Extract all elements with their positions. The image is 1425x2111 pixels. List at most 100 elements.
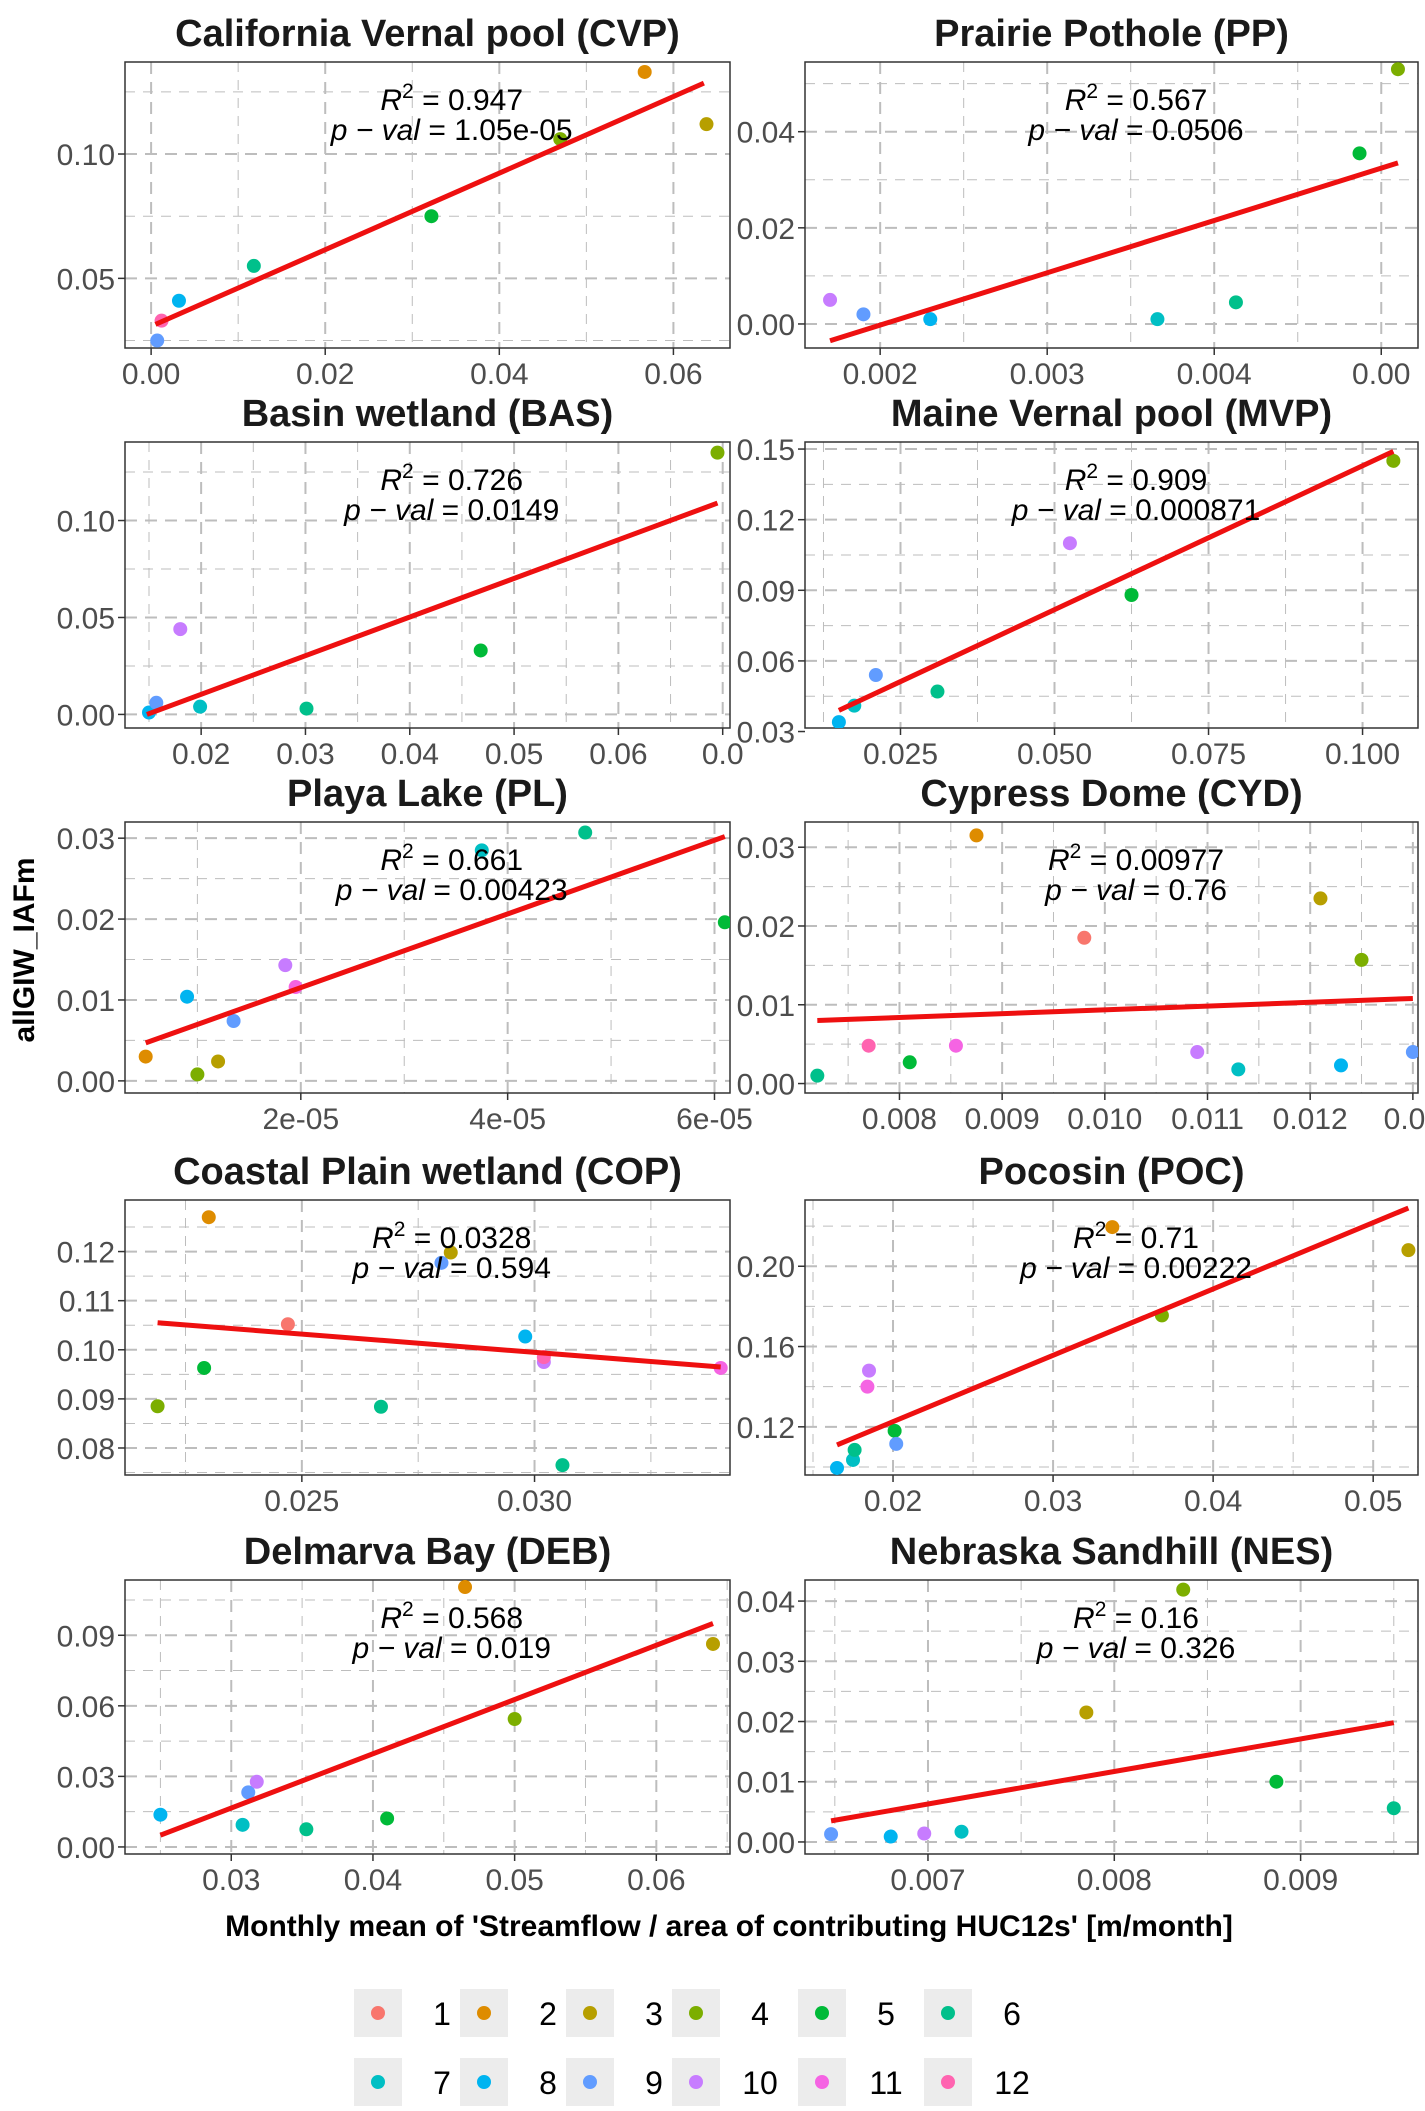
regression-line xyxy=(157,1320,721,1370)
y-tick-label: 0.12 xyxy=(57,1237,115,1270)
panel-3: Maine Vernal pool (MVP) 0.025 0.050 0.075 0.… xyxy=(737,393,1419,771)
y-axis-label: allGIW_IAFm xyxy=(8,857,41,1042)
data-point-month-7 xyxy=(235,1817,250,1832)
x-tick-label: 0.030 xyxy=(497,1485,572,1518)
panel-gridlines xyxy=(805,442,1418,728)
legend-item-11: 11 xyxy=(798,2058,903,2106)
data-point-month-3 xyxy=(1401,1243,1416,1258)
panel-title: Pocosin (POC) xyxy=(978,1151,1244,1193)
data-point-month-8 xyxy=(171,293,186,308)
legend-item-7: 7 xyxy=(354,2058,451,2106)
y-tick-label: 0.11 xyxy=(59,1286,115,1319)
data-point-month-8 xyxy=(153,1807,168,1822)
legend-item-4: 4 xyxy=(672,1989,769,2037)
panel-2: Basin wetland (BAS) 0.02 0.03 0.04 0.05 0.06 0… xyxy=(57,393,744,771)
data-point-month-6 xyxy=(246,258,261,273)
data-point-month-3 xyxy=(1079,1705,1094,1720)
data-point-month-9 xyxy=(241,1785,256,1800)
panel-7: Pocosin (POC) 0.02 0.03 0.04 0.05 0.12 0.16 0.2… xyxy=(737,1151,1419,1518)
panel-gridlines xyxy=(125,1580,730,1854)
panel-6: Coastal Plain wetland (COP) 0.025 0.030 0.0… xyxy=(57,1151,731,1518)
data-point-month-4 xyxy=(1354,952,1369,967)
data-point-month-6 xyxy=(555,1458,570,1473)
y-tick-label: 0.03 xyxy=(57,1761,115,1794)
data-point-month-7 xyxy=(474,843,489,858)
data-point-month-5 xyxy=(717,915,730,930)
panel-gridlines xyxy=(805,1200,1418,1475)
data-point-month-2 xyxy=(458,1580,473,1595)
panel-title: Playa Lake (PL) xyxy=(287,773,568,815)
y-tick-label: 0.00 xyxy=(737,1827,795,1860)
legend-item-3: 3 xyxy=(566,1989,663,2037)
x-tick-label: 0.050 xyxy=(1017,738,1092,771)
data-point-month-7 xyxy=(1231,1062,1246,1077)
legend-key-dot xyxy=(941,2006,955,2020)
data-point-month-7 xyxy=(193,699,208,714)
data-point-month-10 xyxy=(823,292,838,307)
panel-title: Maine Vernal pool (MVP) xyxy=(891,393,1332,435)
data-point-month-6 xyxy=(847,1442,862,1457)
data-point-month-9 xyxy=(150,333,165,348)
x-tick-label: 0.008 xyxy=(862,1103,937,1136)
data-point-month-2 xyxy=(637,64,652,79)
y-tick-label: 0.03 xyxy=(737,1646,795,1679)
x-tick-label: 0.03 xyxy=(1024,1485,1082,1518)
data-point-month-2 xyxy=(969,828,984,843)
p-value-annotation: p − val = 0.0506 xyxy=(1027,114,1243,147)
legend-item-6: 6 xyxy=(924,1989,1021,2037)
panel-background xyxy=(125,822,730,1093)
regression-line xyxy=(829,160,1399,344)
legend-label: 11 xyxy=(869,2065,902,2101)
legend-item-9: 9 xyxy=(566,2058,663,2106)
panel-border xyxy=(804,821,1419,1094)
p-value-annotation: p − val = 0.000871 xyxy=(1011,494,1261,527)
y-tick-label: 0.09 xyxy=(57,1620,115,1653)
data-point-month-1 xyxy=(280,1317,295,1332)
y-tick-label: 0.06 xyxy=(57,1691,115,1724)
panel-4: Playa Lake (PL) 2e-05 4e-05 6e-05 0.00 0.01 0.… xyxy=(57,773,753,1136)
x-tick-label: 0.002 xyxy=(843,358,918,391)
data-point-month-2 xyxy=(1105,1220,1120,1235)
x-tick-label: 0.025 xyxy=(264,1485,339,1518)
legend-key-dot xyxy=(689,2075,703,2089)
panel-background xyxy=(125,442,730,728)
data-point-month-3 xyxy=(443,1245,458,1260)
y-tick-label: 0.03 xyxy=(57,823,115,856)
y-tick-label: 0.10 xyxy=(57,1335,115,1368)
legend-label: 6 xyxy=(1003,1996,1021,2032)
data-point-month-9 xyxy=(856,307,871,322)
x-tick-label: 0.012 xyxy=(1273,1103,1348,1136)
y-tick-label: 0.10 xyxy=(57,139,115,172)
data-point-month-6 xyxy=(299,1822,314,1837)
panel-title: Basin wetland (BAS) xyxy=(242,393,614,435)
data-point-month-10 xyxy=(1190,1045,1205,1060)
legend-item-5: 5 xyxy=(798,1989,895,2037)
data-point-month-4 xyxy=(150,1399,165,1414)
y-tick-label: 0.02 xyxy=(57,904,115,937)
data-point-month-8 xyxy=(923,312,938,327)
legend-label: 2 xyxy=(539,1996,557,2032)
y-tick-label: 0.04 xyxy=(737,117,795,150)
panel-gridlines xyxy=(125,442,730,728)
r-squared-annotation: R2 = 0.16 xyxy=(1073,1598,1199,1635)
panel-1: Prairie Pothole (PP) 0.002 0.003 0.004 0.00 0… xyxy=(737,13,1419,391)
data-point-month-8 xyxy=(1333,1058,1348,1073)
regression-line xyxy=(817,995,1413,1024)
month-legend: 1 2 3 4 5 67 8 9 10 11 12 xyxy=(354,1989,1030,2106)
panel-border xyxy=(124,1199,731,1476)
panel-0: California Vernal pool (CVP) 0.00 0.02 0.04… xyxy=(57,13,731,391)
panel-background xyxy=(805,62,1418,348)
p-value-annotation: p − val = 1.05e-05 xyxy=(330,114,573,147)
data-point-month-9 xyxy=(824,1827,839,1842)
y-tick-label: 0.10 xyxy=(57,506,115,539)
legend-key-dot xyxy=(477,2006,491,2020)
y-tick-label: 0.05 xyxy=(57,602,115,635)
data-point-month-6 xyxy=(810,1068,825,1083)
x-tick-label: 2e-05 xyxy=(262,1103,339,1136)
data-point-month-5 xyxy=(1352,146,1367,161)
legend-key-dot xyxy=(583,2006,597,2020)
y-tick-label: 0.12 xyxy=(737,1412,795,1445)
data-point-month-11 xyxy=(948,1038,963,1053)
regression-line xyxy=(159,1621,714,1838)
x-tick-label: 0.04 xyxy=(1184,1485,1242,1518)
